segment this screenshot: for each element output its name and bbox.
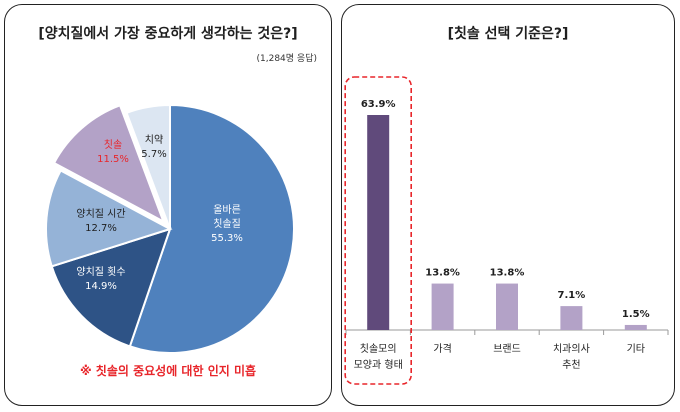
pie-slice-label: 치약 5.7% [141, 134, 166, 160]
pie-slice [125, 103, 171, 230]
highlight-box [344, 76, 413, 385]
category-label: 치과의사 추천 [553, 343, 590, 371]
bar-chart-panel: [칫솔 선택 기준은?] 63.9% 칫솔모의 모양과 형태 13.8% 가격 13.8%… [341, 4, 675, 406]
pie-chart: 올바른 칫솔질 55.3% 양치질 횟수 14.9% 양치질 시간 12.7% 칫솔 11.5%… [45, 103, 295, 354]
pie-slice-label: 양치질 시간 12.7% [76, 208, 125, 234]
bar [560, 306, 583, 330]
bar [431, 283, 454, 330]
pie-slice [45, 169, 173, 268]
pie-slice-label: 칫솔 11.5% [97, 139, 129, 165]
footnote: ※ 칫솔의 중요성에 대한 인지 미흡 [79, 364, 257, 378]
bar-value-label: 13.8% [425, 268, 460, 279]
bar-chart-title: [칫솔 선택 기준은?] [447, 26, 569, 42]
bar-value-label: 7.1% [558, 290, 586, 301]
pie-chart-title: [양치질에서 가장 중요하게 생각하는 것은?] [38, 26, 298, 42]
pie-chart-panel: [양치질에서 가장 중요하게 생각하는 것은?] (1,284명 응답) 올바른… [4, 4, 332, 406]
bar-value-label: 1.5% [622, 309, 650, 320]
pie-slice-label: 양치질 횟수 14.9% [76, 266, 125, 292]
bar-value-label: 63.9% [361, 99, 396, 110]
pie-slice [52, 104, 166, 224]
bar-value-label: 13.8% [490, 268, 525, 279]
pie-slice-label: 올바른 칫솔질 55.3% [211, 204, 243, 244]
bar [624, 324, 647, 330]
category-label: 브랜드 [493, 343, 521, 355]
bar [496, 283, 518, 330]
bar [367, 115, 390, 330]
category-label: 칫솔모의 모양과 형태 [354, 343, 403, 371]
bar-chart: 63.9% 칫솔모의 모양과 형태 13.8% 가격 13.8% 브랜드 7.1% 치과의사 추천… [344, 76, 669, 385]
category-label: 기타 [627, 343, 645, 355]
category-label: 가격 [433, 342, 451, 355]
respondents-note: (1,284명 응답) [256, 54, 318, 64]
pie-slice [50, 227, 172, 348]
